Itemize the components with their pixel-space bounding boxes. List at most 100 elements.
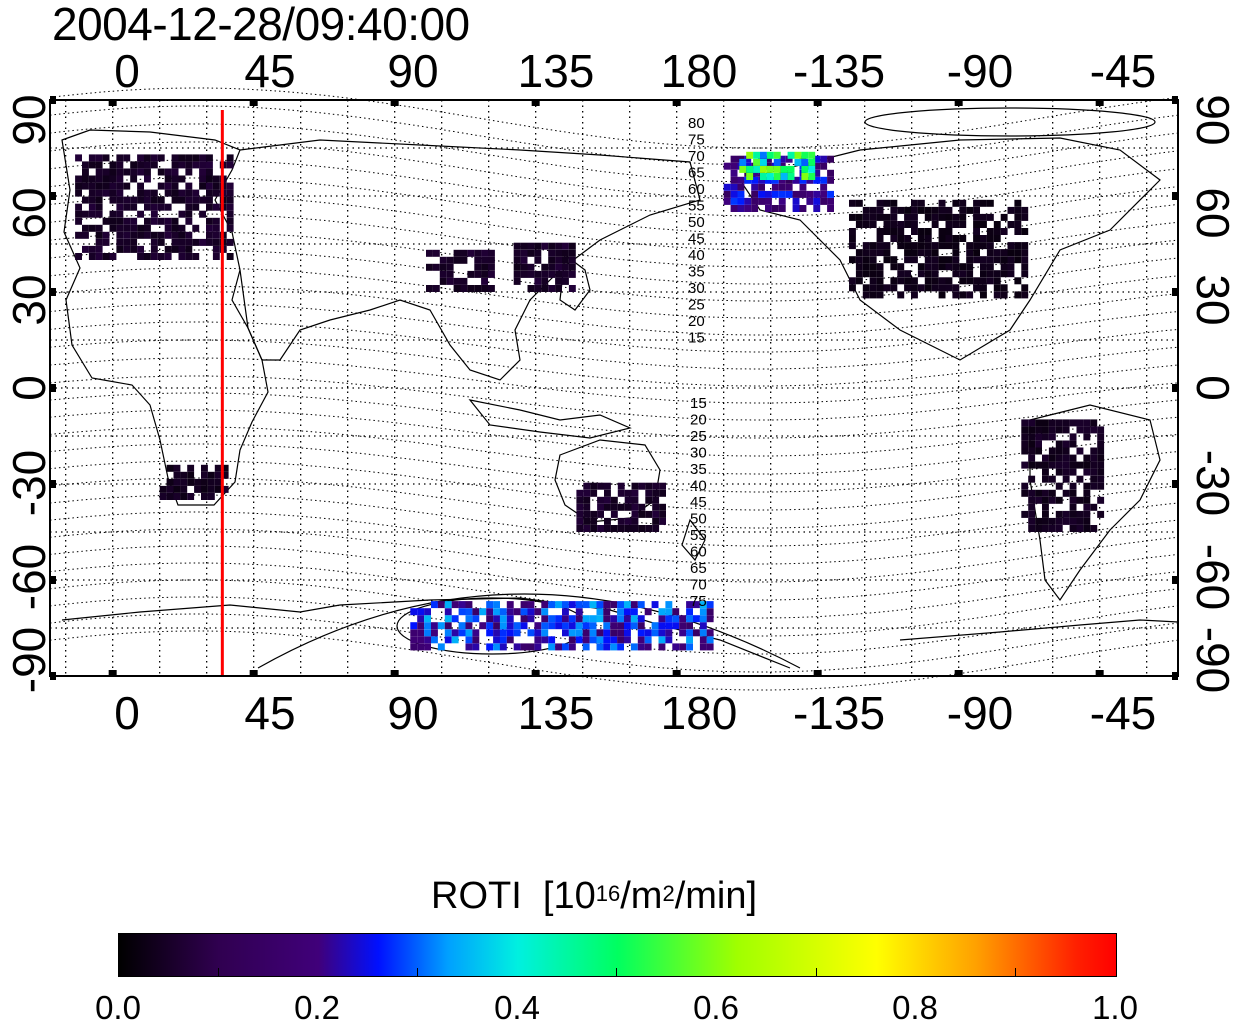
- roti-cell: [883, 242, 891, 250]
- roti-cell: [1097, 447, 1105, 455]
- roti-cell: [938, 291, 946, 299]
- roti-cell: [596, 636, 604, 644]
- roti-cell: [938, 199, 946, 207]
- roti-data-layer: [75, 151, 1105, 651]
- roti-cell: [185, 196, 193, 204]
- roti-cell: [109, 161, 117, 169]
- roti-cell: [520, 263, 528, 271]
- roti-cell: [630, 622, 638, 630]
- roti-cell: [862, 284, 870, 292]
- roti-cell: [980, 199, 987, 207]
- roti-cell: [493, 643, 500, 651]
- roti-cell: [548, 643, 556, 651]
- roti-cell: [479, 622, 487, 630]
- roti-cell: [1062, 510, 1070, 518]
- roti-cell: [226, 196, 234, 204]
- roti-cell: [931, 242, 939, 250]
- roti-cell: [1097, 475, 1105, 483]
- roti-cell: [806, 190, 814, 198]
- roti-cell: [1021, 284, 1029, 292]
- roti-cell: [862, 263, 870, 271]
- roti-cell: [431, 601, 438, 609]
- roti-cell: [1021, 482, 1029, 490]
- roti-cell: [426, 285, 433, 292]
- roti-cell: [226, 154, 234, 162]
- roti-cell: [555, 601, 562, 609]
- roti-cell: [130, 168, 138, 176]
- roti-cell: [109, 189, 117, 197]
- roti-cell: [150, 154, 158, 162]
- roti-cell: [1035, 496, 1042, 504]
- roti-cell: [82, 168, 89, 176]
- roti-cell: [1062, 419, 1070, 427]
- roti-cell: [897, 228, 905, 235]
- roti-cell: [82, 231, 89, 239]
- roti-cell: [778, 190, 786, 198]
- roti-cell: [95, 189, 103, 197]
- roti-cell: [513, 242, 521, 250]
- roti-cell: [1021, 263, 1029, 271]
- roti-cell: [1083, 525, 1091, 532]
- roti-cell: [1097, 440, 1105, 448]
- roti-cell: [465, 636, 473, 644]
- roti-cell: [980, 263, 987, 271]
- roti-cell: [596, 629, 604, 637]
- roti-cell: [686, 601, 693, 609]
- roti-cell: [917, 235, 925, 242]
- roti-cell: [486, 615, 494, 623]
- roti-cell: [813, 169, 821, 177]
- roti-cell: [1035, 433, 1042, 441]
- roti-cell: [1014, 228, 1022, 235]
- roti-cell: [157, 154, 165, 162]
- roti-cell: [631, 496, 639, 504]
- roti-cell: [137, 161, 144, 169]
- roti-cell: [1042, 510, 1049, 518]
- coastline-japan: [559, 253, 591, 311]
- roti-cell: [527, 242, 535, 250]
- roti-cell: [192, 161, 200, 169]
- roti-cell: [869, 277, 877, 285]
- roti-cell: [637, 601, 645, 609]
- roti-cell: [199, 168, 206, 176]
- roti-cell: [75, 231, 82, 239]
- roti-cell: [911, 256, 918, 264]
- roti-cell: [917, 249, 925, 257]
- roti-cell: [102, 175, 110, 183]
- roti-cell: [123, 231, 131, 239]
- bottom-lon-tick: -135: [792, 687, 886, 739]
- roti-cell: [938, 284, 946, 292]
- roti-cell: [765, 176, 772, 184]
- roti-cell: [1021, 419, 1029, 427]
- colorbar-tick-label: 0.0: [95, 989, 141, 1026]
- roti-cell: [548, 242, 556, 250]
- roti-cell: [506, 629, 514, 637]
- roti-cell: [534, 636, 542, 644]
- roti-cell: [109, 217, 117, 225]
- roti-cell: [451, 636, 459, 644]
- roti-cell: [917, 284, 925, 292]
- roti-cell: [938, 213, 946, 221]
- roti-cell: [986, 213, 994, 221]
- roti-cell: [1028, 496, 1036, 504]
- roti-cell: [467, 285, 475, 292]
- roti-cell: [652, 482, 660, 490]
- contour-line: [49, 339, 1179, 387]
- roti-cell: [1021, 447, 1029, 455]
- roti-cell: [693, 629, 700, 637]
- coastline-north-america: [739, 137, 1161, 361]
- roti-cell: [820, 183, 828, 191]
- roti-cell: [520, 242, 528, 250]
- roti-cell: [582, 622, 590, 630]
- roti-cell: [472, 608, 480, 616]
- roti-cell: [945, 221, 953, 228]
- roti-cell: [206, 189, 213, 197]
- roti-cell: [424, 629, 431, 637]
- roti-cell: [486, 643, 494, 651]
- roti-cell: [617, 482, 625, 490]
- roti-cell: [917, 263, 925, 271]
- roti-cell: [1042, 475, 1049, 483]
- roti-cell: [973, 206, 980, 214]
- roti-cell: [207, 471, 215, 479]
- roti-cell: [1062, 475, 1070, 483]
- roti-cell: [630, 608, 638, 616]
